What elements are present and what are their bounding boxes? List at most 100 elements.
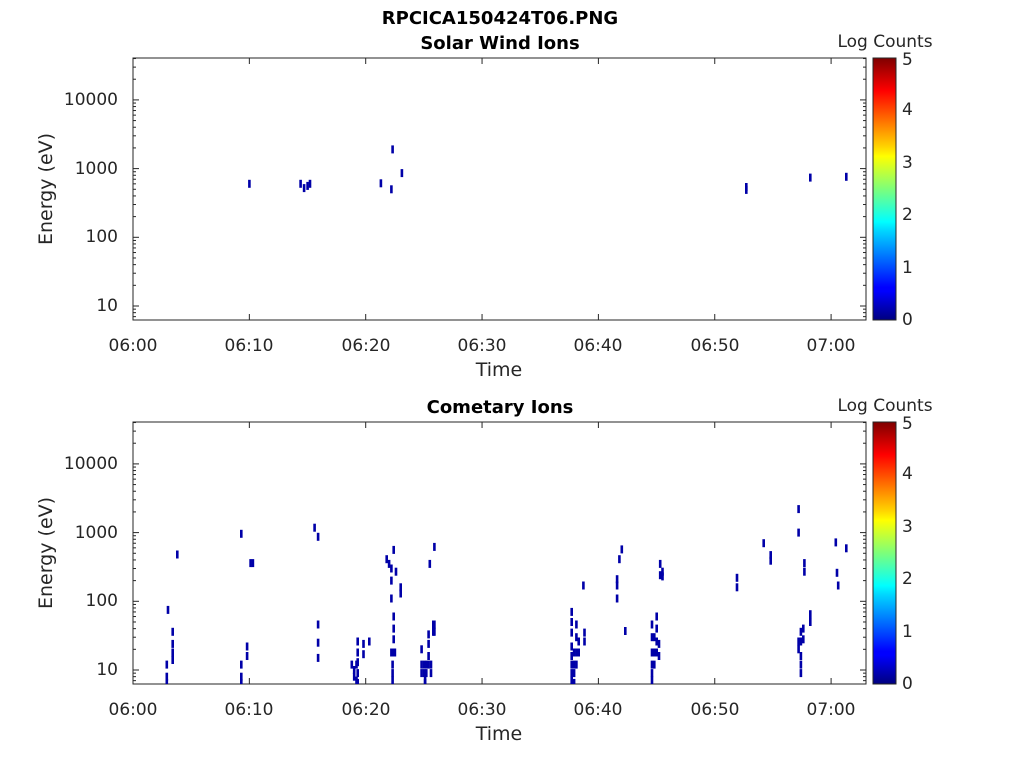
spectrogram-cell (615, 581, 619, 590)
panel-cometary: Cometary Ions 10000 1000 100 10 06:00 06… (35, 396, 933, 745)
spectrogram-cell (394, 567, 398, 576)
colorbar-tick: 2 (902, 569, 913, 589)
spectrogram-cell (653, 633, 656, 642)
colorbar-cometary: Log Counts 5 4 3 2 1 0 (837, 396, 932, 694)
spectrogram-cell (390, 648, 393, 657)
spectrogram-cell (735, 583, 739, 592)
spectrogram-cell (572, 648, 576, 657)
spectrogram-cell (379, 179, 383, 188)
spectrogram-cell (390, 185, 393, 194)
spectrogram-cell (570, 607, 573, 616)
spectrogram-cell (570, 676, 573, 684)
spectrogram-cell (650, 676, 654, 684)
spectrogram-cell (769, 551, 772, 560)
spectrogram-cell (799, 652, 803, 660)
spectrogram-cell (240, 660, 243, 669)
spectrogram-cell (362, 639, 365, 648)
x-ticks-solar-wind: 06:00 06:10 06:20 06:30 06:40 06:50 07:0… (109, 336, 856, 356)
spectrogram-cell (356, 648, 359, 657)
spectrogram-cell (420, 660, 423, 669)
x-tick-label: 07:00 (807, 336, 856, 356)
spectrogram-cell (799, 669, 803, 678)
y-tick-label: 100 (86, 591, 118, 611)
spectrogram-cell (735, 573, 739, 582)
spectrogram-cell (583, 637, 586, 646)
spectrogram-cell (420, 645, 423, 654)
spectrogram-cell (615, 575, 619, 584)
spectrogram-cell (655, 612, 658, 621)
spectrogram-cell (350, 660, 354, 669)
x-tick-label: 06:20 (342, 336, 391, 356)
spectrogram-cell (797, 637, 800, 646)
spectrogram-cell (240, 672, 243, 681)
spectrogram-cell (803, 567, 806, 576)
plot-area-cometary (132, 421, 867, 685)
spectrogram-cell (302, 184, 306, 193)
spectrogram-cell (427, 660, 430, 669)
plot-area-solar-wind (132, 57, 867, 321)
x-tick-label: 06:20 (342, 700, 391, 720)
spectrogram-cell (433, 620, 436, 629)
colorbar-gradient (872, 421, 897, 685)
spectrogram-cell (387, 559, 391, 568)
spectrogram-cell (392, 635, 395, 644)
spectrogram-cell (618, 555, 621, 564)
spectrogram-cell (391, 660, 394, 669)
colorbar-solar-wind: Log Counts 5 4 3 2 1 0 (837, 32, 932, 330)
spectrogram-cell (575, 620, 578, 629)
spectrogram-cell (572, 660, 576, 669)
colorbar-tick: 0 (902, 310, 913, 330)
y-tick-label: 10000 (64, 90, 118, 110)
spectrogram-cell (249, 559, 252, 568)
colorbar-tick: 3 (902, 517, 913, 537)
spectrogram-cell (316, 638, 320, 647)
spectrogram-cell (835, 568, 839, 577)
colorbar-label: Log Counts (837, 396, 932, 416)
panel-title-cometary: Cometary Ions (427, 397, 574, 418)
spectrogram-cell (661, 572, 664, 581)
spectrogram-cell (313, 523, 316, 532)
spectrogram-cell (570, 618, 573, 626)
spectrogram-cell (316, 532, 320, 541)
spectrogram-cell (661, 567, 664, 576)
colorbar-gradient (872, 57, 897, 321)
spectrogram-cell (582, 581, 585, 590)
x-tick-label: 06:00 (109, 336, 158, 356)
spectrogram-cell (658, 559, 662, 568)
y-tick-label: 10 (96, 660, 118, 680)
spectrogram-cell (400, 169, 404, 178)
spectrogram-cell (650, 648, 654, 657)
spectrogram-cell (385, 555, 388, 564)
x-tick-label: 06:30 (458, 336, 507, 356)
y-ticks-cometary: 10000 1000 100 10 (64, 454, 118, 680)
colorbar-tick: 1 (902, 622, 913, 642)
colorbar-tick: 1 (902, 258, 913, 278)
spectrogram-cell (577, 637, 580, 646)
y-axis-label-solar-wind: Energy (eV) (35, 133, 57, 245)
spectrogram-cell (836, 581, 840, 590)
spectrogram-cell (308, 179, 312, 188)
spectrogram-cell (422, 660, 426, 669)
spectrogram-cell (570, 652, 573, 660)
panel-solar-wind: Solar Wind Ions 10000 1000 100 10 06:00 … (35, 32, 933, 381)
spectrogram-cell (299, 179, 302, 188)
x-tick-label: 06:50 (691, 700, 740, 720)
colorbar-tick: 2 (902, 205, 913, 225)
spectrogram-cell (423, 678, 427, 684)
spectrogram-cell (352, 672, 356, 681)
spectrogram-cell (362, 650, 365, 659)
spectrogram-cell (393, 648, 397, 657)
spectrogram-cell (356, 658, 359, 667)
spectrogram-cell (615, 594, 619, 603)
spectrogram-cell (165, 678, 169, 684)
spectrogram-cell (572, 669, 576, 678)
spectrogram-cell (165, 672, 169, 681)
spectrogram-cell (433, 627, 436, 636)
spectrogram-cell (570, 660, 573, 669)
y-tick-label: 10 (96, 296, 118, 316)
spectrogram-cell (240, 678, 243, 684)
spectrogram-cell (802, 624, 805, 633)
spectrogram-cell (245, 642, 249, 651)
spectrogram-cell (583, 628, 586, 637)
spectrogram-cell (797, 645, 800, 654)
